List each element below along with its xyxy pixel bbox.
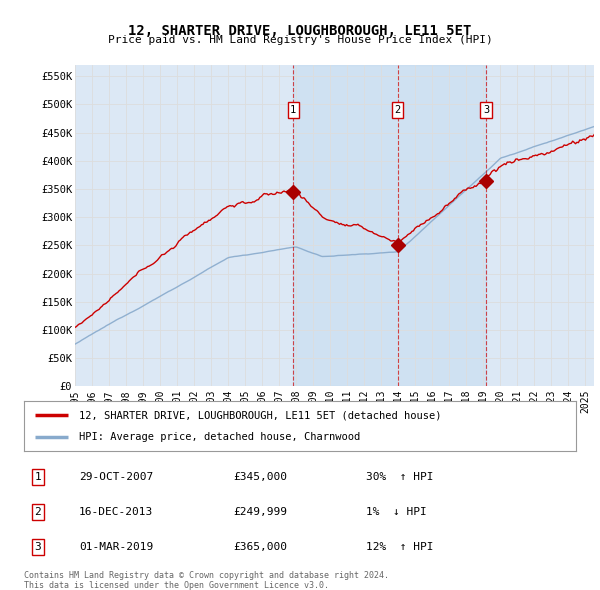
Text: 1: 1	[290, 105, 296, 115]
Text: 29-OCT-2007: 29-OCT-2007	[79, 472, 154, 482]
Text: 12, SHARTER DRIVE, LOUGHBOROUGH, LE11 5ET: 12, SHARTER DRIVE, LOUGHBOROUGH, LE11 5E…	[128, 24, 472, 38]
Bar	[293, 65, 486, 386]
Text: Contains HM Land Registry data © Crown copyright and database right 2024.
This d: Contains HM Land Registry data © Crown c…	[24, 571, 389, 590]
Text: HPI: Average price, detached house, Charnwood: HPI: Average price, detached house, Char…	[79, 432, 361, 442]
Text: 12%  ↑ HPI: 12% ↑ HPI	[366, 542, 434, 552]
Text: 01-MAR-2019: 01-MAR-2019	[79, 542, 154, 552]
Text: 16-DEC-2013: 16-DEC-2013	[79, 507, 154, 517]
Text: Price paid vs. HM Land Registry's House Price Index (HPI): Price paid vs. HM Land Registry's House …	[107, 35, 493, 45]
Text: 3: 3	[34, 542, 41, 552]
Text: 1: 1	[34, 472, 41, 482]
Text: £365,000: £365,000	[234, 542, 288, 552]
Text: 30%  ↑ HPI: 30% ↑ HPI	[366, 472, 434, 482]
Text: £249,999: £249,999	[234, 507, 288, 517]
Text: 12, SHARTER DRIVE, LOUGHBOROUGH, LE11 5ET (detached house): 12, SHARTER DRIVE, LOUGHBOROUGH, LE11 5E…	[79, 410, 442, 420]
Text: 2: 2	[395, 105, 401, 115]
Text: 1%  ↓ HPI: 1% ↓ HPI	[366, 507, 427, 517]
Text: £345,000: £345,000	[234, 472, 288, 482]
Text: 2: 2	[34, 507, 41, 517]
Text: 3: 3	[483, 105, 489, 115]
